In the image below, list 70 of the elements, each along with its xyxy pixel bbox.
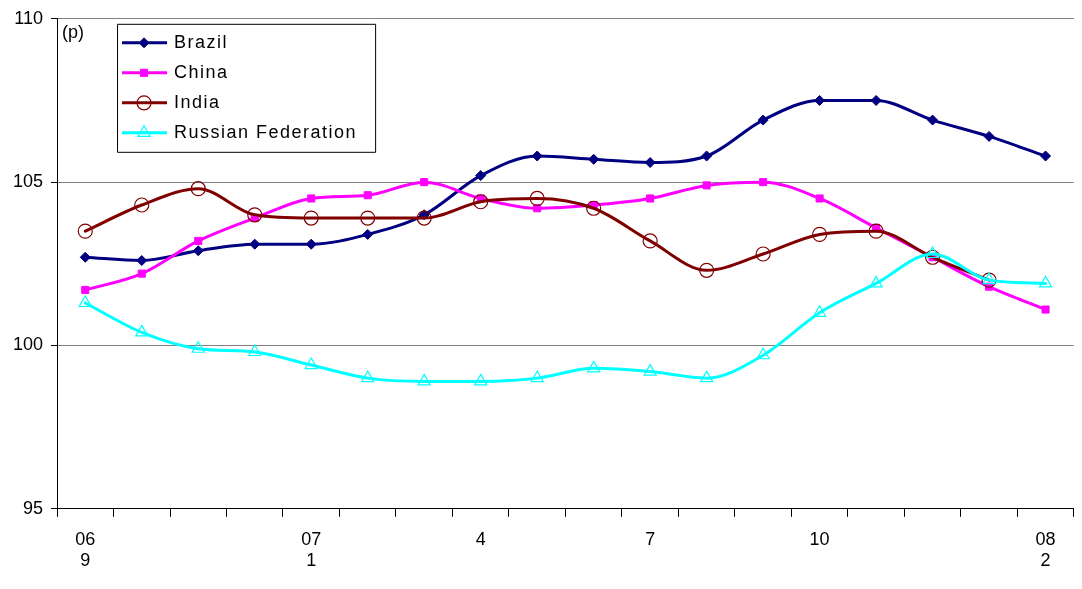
legend-label: Brazil — [174, 31, 229, 52]
point — [868, 223, 884, 239]
point — [983, 130, 995, 142]
point — [362, 228, 374, 240]
point — [699, 262, 715, 278]
annotation: (p) — [62, 21, 85, 42]
point — [529, 190, 545, 207]
x-tick-label: 4 — [475, 528, 486, 549]
point — [1040, 150, 1052, 162]
point — [363, 191, 372, 200]
legend-label: China — [174, 61, 229, 82]
y-tick-label: 105 — [12, 171, 44, 192]
point — [81, 285, 90, 294]
point — [137, 269, 146, 278]
x-tick-label: 07 1 — [301, 528, 322, 571]
point — [1038, 275, 1053, 288]
point — [699, 370, 714, 383]
point — [420, 178, 429, 187]
point — [303, 210, 319, 226]
point — [304, 357, 318, 370]
point — [136, 255, 148, 267]
point — [815, 194, 824, 203]
point — [247, 207, 263, 223]
point — [586, 200, 602, 216]
point — [361, 370, 375, 383]
y-tick-label: 100 — [12, 334, 44, 355]
point — [924, 249, 941, 265]
y-tick-label: 95 — [23, 497, 44, 518]
x-tick-label: 08 2 — [1035, 528, 1056, 571]
x-tick-label: 7 — [645, 528, 656, 549]
point — [646, 194, 655, 203]
point — [1041, 305, 1050, 314]
point — [416, 210, 432, 226]
point — [248, 344, 262, 357]
x-tick-label: 06 9 — [75, 528, 96, 571]
point — [190, 181, 206, 197]
point — [360, 210, 376, 226]
point — [78, 295, 92, 308]
point — [812, 305, 827, 317]
point — [475, 170, 487, 182]
point — [925, 246, 940, 259]
point — [702, 181, 711, 190]
point — [417, 373, 431, 386]
point — [588, 153, 600, 165]
x-tick-label: 10 — [809, 528, 830, 549]
point — [530, 370, 544, 383]
point — [701, 150, 713, 162]
point — [755, 246, 771, 262]
point — [77, 223, 93, 239]
point — [474, 373, 488, 386]
point — [927, 114, 939, 126]
point — [192, 245, 204, 257]
point — [642, 233, 658, 249]
point — [756, 347, 770, 360]
point — [134, 197, 150, 213]
point — [759, 178, 768, 187]
point — [587, 360, 601, 373]
point — [79, 251, 91, 263]
point — [135, 324, 149, 337]
legend-label: India — [174, 91, 221, 112]
point — [812, 226, 828, 242]
legend-label: Russian Federation — [174, 121, 358, 142]
point — [869, 275, 883, 288]
point — [307, 194, 316, 203]
point — [757, 114, 769, 126]
point — [194, 236, 203, 245]
point — [191, 341, 205, 353]
point — [473, 194, 489, 210]
y-tick-label: 110 — [14, 7, 44, 28]
point — [643, 364, 657, 376]
